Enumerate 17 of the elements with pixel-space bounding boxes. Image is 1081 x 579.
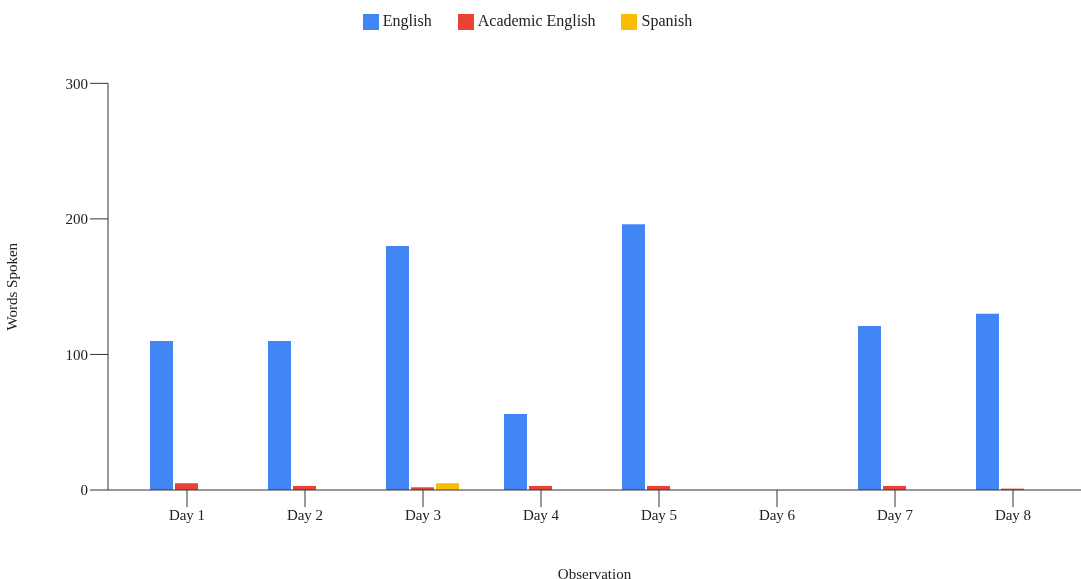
y-tick-label: 300 (65, 75, 88, 92)
y-axis-title: Words Spoken (4, 242, 21, 331)
legend-label: Academic English (477, 12, 596, 29)
x-tick-label: Day 3 (404, 506, 442, 523)
x-tick-label: Day 8 (994, 506, 1032, 523)
y-tick-label: 200 (65, 211, 88, 228)
x-tick-label: Day 6 (758, 506, 796, 523)
x-tick-label: Day 5 (640, 506, 678, 523)
legend-label: English (382, 12, 432, 29)
legend-label: Spanish (641, 12, 693, 29)
x-tick-label: Day 7 (876, 506, 914, 523)
y-tick-label: 0 (80, 482, 88, 499)
x-axis-title: Observation (557, 566, 632, 579)
y-tick-label: 100 (65, 346, 88, 363)
x-tick-label: Day 2 (286, 506, 324, 523)
x-tick-label: Day 4 (522, 506, 560, 523)
x-tick-label: Day 1 (168, 506, 206, 523)
